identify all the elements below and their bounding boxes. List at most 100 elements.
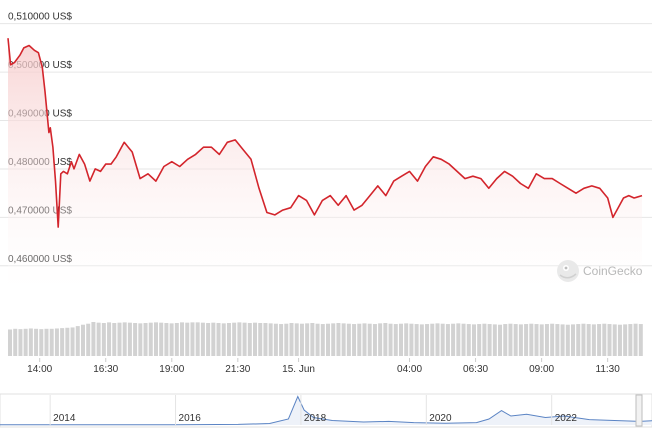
volume-bar [326, 323, 331, 356]
volume-bar [362, 323, 367, 356]
navigator-series [0, 395, 652, 426]
volume-bar [571, 324, 576, 356]
volume-bar [534, 324, 539, 356]
price-area-fill [8, 38, 642, 291]
watermark-text: CoinGecko [583, 264, 643, 278]
volume-bar [477, 324, 482, 356]
volume-bar [430, 323, 435, 356]
volume-bar [435, 323, 440, 356]
volume-bar [503, 324, 508, 356]
x-tick-label: 09:00 [529, 364, 554, 375]
volume-bar [180, 322, 185, 356]
volume-bar [237, 322, 242, 356]
navigator-year-label: 2014 [53, 413, 76, 424]
x-tick-label: 04:00 [397, 364, 422, 375]
volume-bar [96, 322, 101, 356]
price-line [7, 38, 643, 228]
volume-bar [273, 323, 278, 356]
volume-bar [122, 322, 127, 356]
price-area [8, 38, 642, 291]
volume-bar [398, 323, 403, 356]
volume-bar [258, 323, 263, 356]
volume-bar [393, 324, 398, 356]
volume-bar [591, 324, 596, 356]
volume-bar [487, 324, 492, 356]
volume-bar [195, 322, 200, 356]
volume-bar [159, 322, 164, 356]
volume-bar [331, 323, 336, 356]
navigator[interactable]: 2014 2016 2018 2020 2022 [0, 393, 652, 428]
coingecko-logo-icon [557, 260, 579, 282]
volume-bar [518, 324, 523, 356]
volume-bar [164, 323, 169, 356]
volume-bar [70, 327, 75, 356]
volume-bar [372, 324, 377, 356]
volume-bar [127, 322, 132, 356]
navigator-year-label: 2022 [555, 413, 578, 424]
volume-bar [107, 322, 112, 356]
volume-bar [34, 328, 39, 356]
volume-bar [513, 324, 518, 356]
volume-bar [86, 323, 91, 356]
volume-bar [586, 324, 591, 356]
volume-bar [18, 329, 23, 356]
x-tick-label: 16:30 [93, 364, 118, 375]
x-tick-label: 21:30 [225, 364, 250, 375]
volume-bar [39, 329, 44, 356]
volume-bar [148, 322, 153, 356]
volume-bar [623, 324, 628, 356]
volume-bar [456, 323, 461, 356]
volume-bar [226, 323, 231, 356]
navigator-range-handle[interactable] [635, 394, 643, 427]
volume-bar [101, 323, 106, 356]
volume-bar [54, 328, 59, 356]
volume-bar [471, 324, 476, 356]
volume-bar [294, 323, 299, 356]
volume-bar [508, 323, 513, 356]
volume-bar [602, 323, 607, 356]
volume-bar [357, 323, 362, 356]
volume-bar [524, 324, 529, 356]
volume-bar [49, 328, 54, 356]
x-tick-label: 14:00 [27, 364, 52, 375]
volume-bar [414, 324, 419, 356]
volume-bar [576, 324, 581, 356]
volume-bar [143, 323, 148, 356]
volume-bar [174, 323, 179, 356]
navigator-area-fill [0, 396, 652, 425]
volume-bar [153, 322, 158, 356]
volume-bar [451, 323, 456, 356]
volume-bar [247, 323, 252, 356]
volume-bar [284, 323, 289, 356]
volume-bars [8, 322, 643, 356]
volume-bar [80, 324, 85, 356]
volume-bar [138, 323, 143, 356]
volume-bar [60, 328, 65, 356]
volume-bar [44, 328, 49, 356]
volume-bar [320, 324, 325, 356]
volume-bar [388, 323, 393, 356]
volume-bar [628, 324, 633, 356]
volume-bar [190, 322, 195, 356]
coingecko-watermark: CoinGecko [557, 260, 643, 282]
volume-bar [466, 324, 471, 356]
volume-bar [336, 323, 341, 356]
volume-bar [169, 323, 174, 356]
volume-bar [367, 323, 372, 356]
volume-bar [211, 322, 216, 356]
x-axis-labels: 14:00 16:30 19:00 21:30 15. Jun 04:00 06:30 09:… [27, 358, 620, 375]
x-tick-label: 19:00 [159, 364, 184, 375]
volume-bar [268, 323, 273, 356]
volume-bar [185, 322, 190, 356]
y-tick-label: 0,510000 US$ [8, 12, 72, 23]
volume-bar [617, 324, 622, 356]
volume-bar [232, 322, 237, 356]
volume-bar [289, 323, 294, 356]
x-tick-label: 15. Jun [282, 364, 315, 375]
volume-bar [112, 323, 117, 356]
volume-bar [242, 322, 247, 356]
volume-bar [299, 323, 304, 356]
volume-bar [461, 323, 466, 356]
volume-bar [409, 323, 414, 356]
x-tick-label: 06:30 [463, 364, 488, 375]
